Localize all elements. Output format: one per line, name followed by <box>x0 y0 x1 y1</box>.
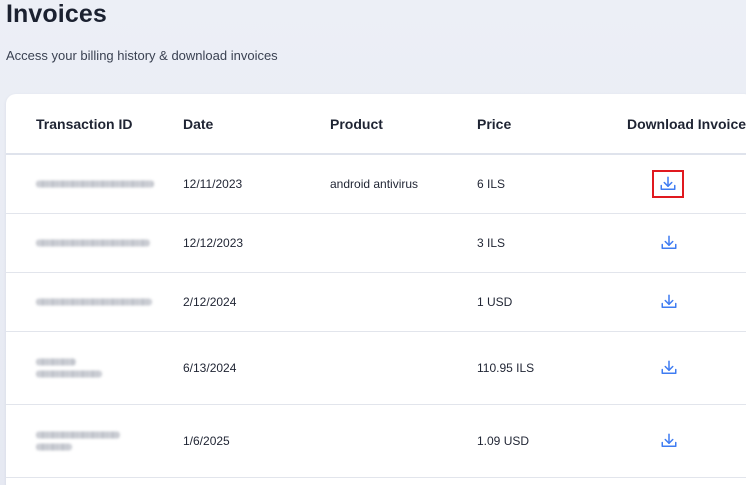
row-price: 110.95 ILS <box>477 361 535 375</box>
invoices-table: Transaction ID Date Product Price Downlo… <box>6 94 746 485</box>
download-icon <box>661 360 677 374</box>
transaction-id-redacted <box>36 431 120 451</box>
transaction-id-redacted <box>36 180 154 188</box>
row-date: 2/12/2024 <box>183 295 237 309</box>
header-product: Product <box>330 115 383 132</box>
download-icon <box>661 294 677 308</box>
row-date: 12/11/2023 <box>183 177 243 191</box>
download-icon <box>661 235 677 249</box>
table-row: 1/6/2025 1.09 USD <box>6 405 746 478</box>
table-header-row: Transaction ID Date Product Price Downlo… <box>6 94 746 155</box>
transaction-id-redacted <box>36 358 102 378</box>
download-invoice-button[interactable] <box>652 170 684 198</box>
header-transaction-id: Transaction ID <box>36 115 133 132</box>
download-icon <box>660 176 676 190</box>
row-product: android antivirus <box>330 177 419 191</box>
download-icon <box>661 433 677 447</box>
header-download-invoice: Download Invoice <box>627 115 746 132</box>
table-row: 6/13/2024 110.95 ILS <box>6 332 746 405</box>
row-price: 1.09 USD <box>477 434 530 448</box>
table-row: 12/11/2023 android antivirus 6 ILS <box>6 155 746 214</box>
download-invoice-button[interactable] <box>657 290 681 314</box>
download-invoice-button[interactable] <box>657 429 681 453</box>
transaction-id-redacted <box>36 239 150 247</box>
header-price: Price <box>477 115 512 132</box>
row-price: 1 USD <box>477 295 513 309</box>
page-title: Invoices <box>6 0 107 28</box>
row-price: 6 ILS <box>477 177 506 191</box>
download-invoice-button[interactable] <box>657 356 681 380</box>
header-date: Date <box>183 115 214 132</box>
row-price: 3 ILS <box>477 236 506 250</box>
table-row: 2/12/2024 1 USD <box>6 273 746 332</box>
page-subtitle: Access your billing history & download i… <box>6 48 278 63</box>
row-date: 1/6/2025 <box>183 434 230 448</box>
table-row: 12/12/2023 3 ILS <box>6 214 746 273</box>
transaction-id-redacted <box>36 298 152 306</box>
download-invoice-button[interactable] <box>657 231 681 255</box>
row-date: 12/12/2023 <box>183 236 244 250</box>
row-date: 6/13/2024 <box>183 361 237 375</box>
